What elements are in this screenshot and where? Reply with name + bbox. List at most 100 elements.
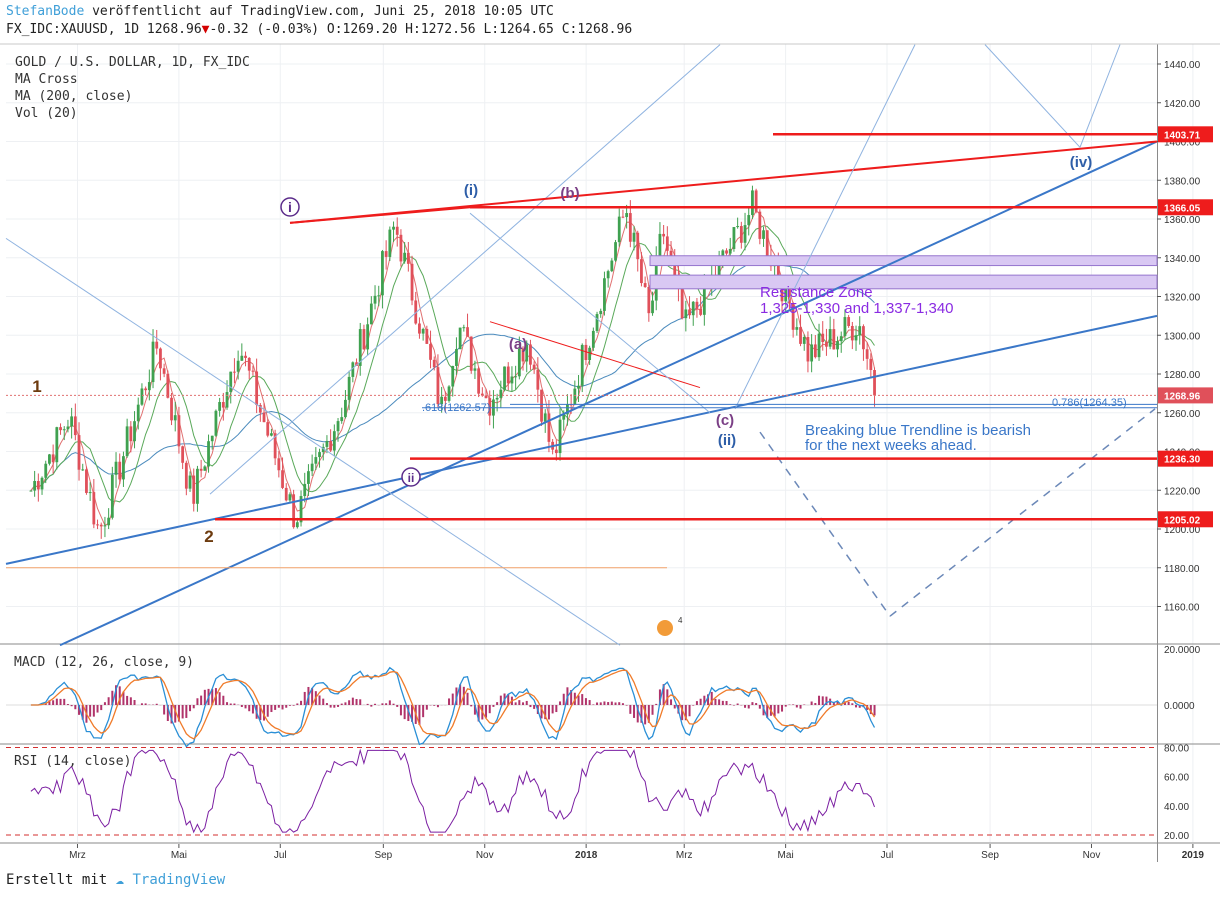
wave-label: 2 — [204, 527, 213, 546]
macd-histogram-bar — [200, 695, 203, 705]
macd-histogram-bar — [747, 705, 750, 709]
macd-histogram-bar — [633, 705, 636, 718]
macd-histogram-bar — [107, 697, 110, 705]
candle-body — [547, 413, 551, 442]
macd-histogram-bar — [855, 705, 858, 708]
candle-body — [429, 343, 432, 360]
macd-histogram-bar — [555, 705, 558, 713]
macd-histogram-bar — [185, 705, 188, 718]
candle-body — [170, 397, 173, 421]
macd-histogram-bar — [688, 705, 691, 717]
macd-histogram-bar — [248, 705, 251, 712]
macd-histogram-bar — [325, 703, 328, 705]
candle-body — [48, 454, 51, 464]
macd-histogram-bar — [466, 692, 469, 705]
price-tick-label: 1200.00 — [1164, 525, 1201, 536]
footer-brand[interactable]: TradingView — [132, 872, 226, 888]
candle-body — [610, 260, 614, 272]
candle-body — [736, 226, 740, 228]
macd-histogram-bar — [274, 705, 277, 710]
last-price-label: 1268.96 — [1164, 391, 1201, 402]
candle-body — [839, 336, 843, 342]
candle-body — [395, 226, 399, 235]
candle-body — [754, 190, 758, 212]
candle-body — [33, 481, 37, 491]
candle-body — [103, 525, 107, 527]
candle-body — [828, 329, 832, 347]
macd-histogram-bar — [670, 699, 673, 705]
candle-body — [388, 229, 392, 257]
candle-body — [617, 216, 621, 243]
macd-histogram-bar — [285, 705, 288, 708]
macd-histogram-bar — [322, 698, 325, 705]
candle-body — [122, 456, 125, 480]
overlay-volume: Vol (20) — [15, 106, 78, 121]
candle-body — [665, 236, 669, 251]
candle-body — [540, 389, 543, 422]
projection-down-line — [984, 44, 1081, 148]
candle-body — [377, 295, 381, 297]
macd-histogram-bar — [729, 704, 732, 705]
candle-body — [88, 492, 92, 494]
macd-histogram-bar — [814, 702, 817, 705]
key-level-label: 1205.02 — [1164, 515, 1201, 526]
candle-body — [255, 371, 259, 405]
candle-body — [85, 469, 88, 493]
candle-body — [529, 344, 532, 365]
macd-histogram-bar — [288, 705, 291, 706]
candle-body — [362, 329, 366, 350]
macd-histogram-bar — [610, 701, 613, 705]
macd-histogram-bar — [177, 705, 180, 722]
candle-body — [832, 329, 836, 350]
candle-body — [743, 225, 747, 243]
grid-lines — [6, 44, 1194, 842]
macd-histogram-bar — [699, 698, 702, 705]
macd-histogram-bar — [714, 698, 717, 705]
candle-body — [847, 317, 851, 326]
macd-histogram-bar — [818, 695, 821, 705]
candle-body — [258, 404, 262, 413]
overlay-title: GOLD / U.S. DOLLAR, 1D, FX_IDC — [15, 55, 250, 70]
price-tick-label: 1260.00 — [1164, 409, 1201, 420]
candle-body — [762, 230, 765, 239]
wave-label: ii — [408, 471, 415, 485]
candle-body — [110, 474, 114, 518]
candle-body — [780, 281, 784, 302]
ma-200-line — [30, 258, 875, 491]
candle-body — [221, 402, 225, 408]
price-tick-label: 1320.00 — [1164, 293, 1201, 304]
candle-body — [384, 251, 388, 257]
descending-trendline — [5, 237, 621, 646]
key-level-badge — [1158, 126, 1213, 143]
macd-histogram-bar — [229, 703, 232, 705]
macd-histogram-bar — [473, 705, 476, 715]
price-tick-label: 1340.00 — [1164, 254, 1201, 265]
candle-body — [177, 415, 181, 447]
macd-histogram-bar — [625, 705, 628, 706]
last-price-badge — [1158, 387, 1213, 404]
macd-histogram-bar — [425, 705, 428, 710]
macd-signal-line — [30, 669, 876, 740]
macd-histogram-bar — [847, 701, 850, 705]
candle-body — [125, 426, 129, 457]
candle-body — [314, 457, 318, 464]
candle-body — [725, 250, 728, 254]
macd-histogram-bar — [584, 698, 587, 705]
candle-body — [691, 301, 695, 316]
candle-body — [873, 370, 876, 396]
macd-histogram-bar — [707, 694, 710, 705]
candle-body — [369, 303, 373, 325]
candle-body — [632, 232, 636, 242]
resistance-zone-title: Resistance Zone — [760, 284, 873, 301]
macd-histogram-bar — [266, 705, 269, 717]
candle-body — [273, 433, 277, 459]
candle-body — [469, 336, 473, 371]
candle-body — [66, 426, 70, 430]
candle-body — [133, 421, 136, 442]
author-link[interactable]: StefanBode — [6, 4, 85, 19]
macd-histogram-bar — [559, 701, 562, 705]
candle-body — [455, 349, 458, 366]
candle-body — [810, 344, 814, 362]
candle-body — [325, 440, 329, 447]
